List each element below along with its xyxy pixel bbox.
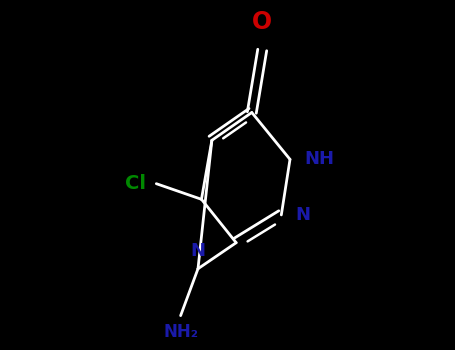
Text: NH: NH	[304, 150, 334, 168]
Text: N: N	[191, 242, 206, 260]
Text: N: N	[295, 206, 310, 224]
Text: NH₂: NH₂	[163, 323, 198, 341]
Text: Cl: Cl	[125, 174, 146, 193]
Text: O: O	[252, 10, 272, 34]
